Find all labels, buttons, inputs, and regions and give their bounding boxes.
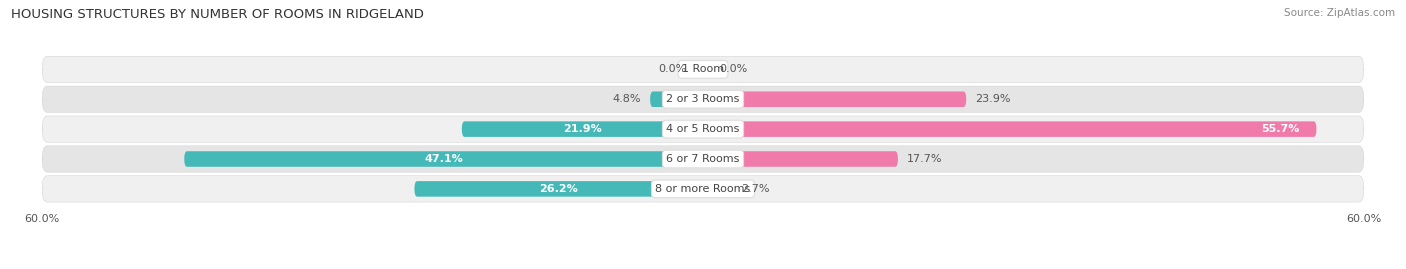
Text: 2 or 3 Rooms: 2 or 3 Rooms <box>666 94 740 104</box>
Text: 23.9%: 23.9% <box>974 94 1011 104</box>
FancyBboxPatch shape <box>184 151 703 167</box>
Text: 2.7%: 2.7% <box>741 184 770 194</box>
Text: 0.0%: 0.0% <box>658 64 686 74</box>
Text: Source: ZipAtlas.com: Source: ZipAtlas.com <box>1284 8 1395 18</box>
Text: 6 or 7 Rooms: 6 or 7 Rooms <box>666 154 740 164</box>
FancyBboxPatch shape <box>42 146 1364 172</box>
FancyBboxPatch shape <box>703 91 966 107</box>
Text: 26.2%: 26.2% <box>540 184 578 194</box>
FancyBboxPatch shape <box>42 116 1364 142</box>
FancyBboxPatch shape <box>42 56 1364 83</box>
FancyBboxPatch shape <box>703 121 1316 137</box>
FancyBboxPatch shape <box>42 176 1364 202</box>
FancyBboxPatch shape <box>650 91 703 107</box>
Text: 55.7%: 55.7% <box>1261 124 1301 134</box>
FancyBboxPatch shape <box>461 121 703 137</box>
FancyBboxPatch shape <box>703 181 733 197</box>
Text: 1 Room: 1 Room <box>682 64 724 74</box>
Text: 47.1%: 47.1% <box>425 154 463 164</box>
Text: HOUSING STRUCTURES BY NUMBER OF ROOMS IN RIDGELAND: HOUSING STRUCTURES BY NUMBER OF ROOMS IN… <box>11 8 425 21</box>
Text: 8 or more Rooms: 8 or more Rooms <box>655 184 751 194</box>
Text: 0.0%: 0.0% <box>720 64 748 74</box>
Text: 4 or 5 Rooms: 4 or 5 Rooms <box>666 124 740 134</box>
Text: 17.7%: 17.7% <box>907 154 942 164</box>
Text: 21.9%: 21.9% <box>562 124 602 134</box>
FancyBboxPatch shape <box>703 151 898 167</box>
FancyBboxPatch shape <box>415 181 703 197</box>
FancyBboxPatch shape <box>42 86 1364 112</box>
Text: 4.8%: 4.8% <box>613 94 641 104</box>
